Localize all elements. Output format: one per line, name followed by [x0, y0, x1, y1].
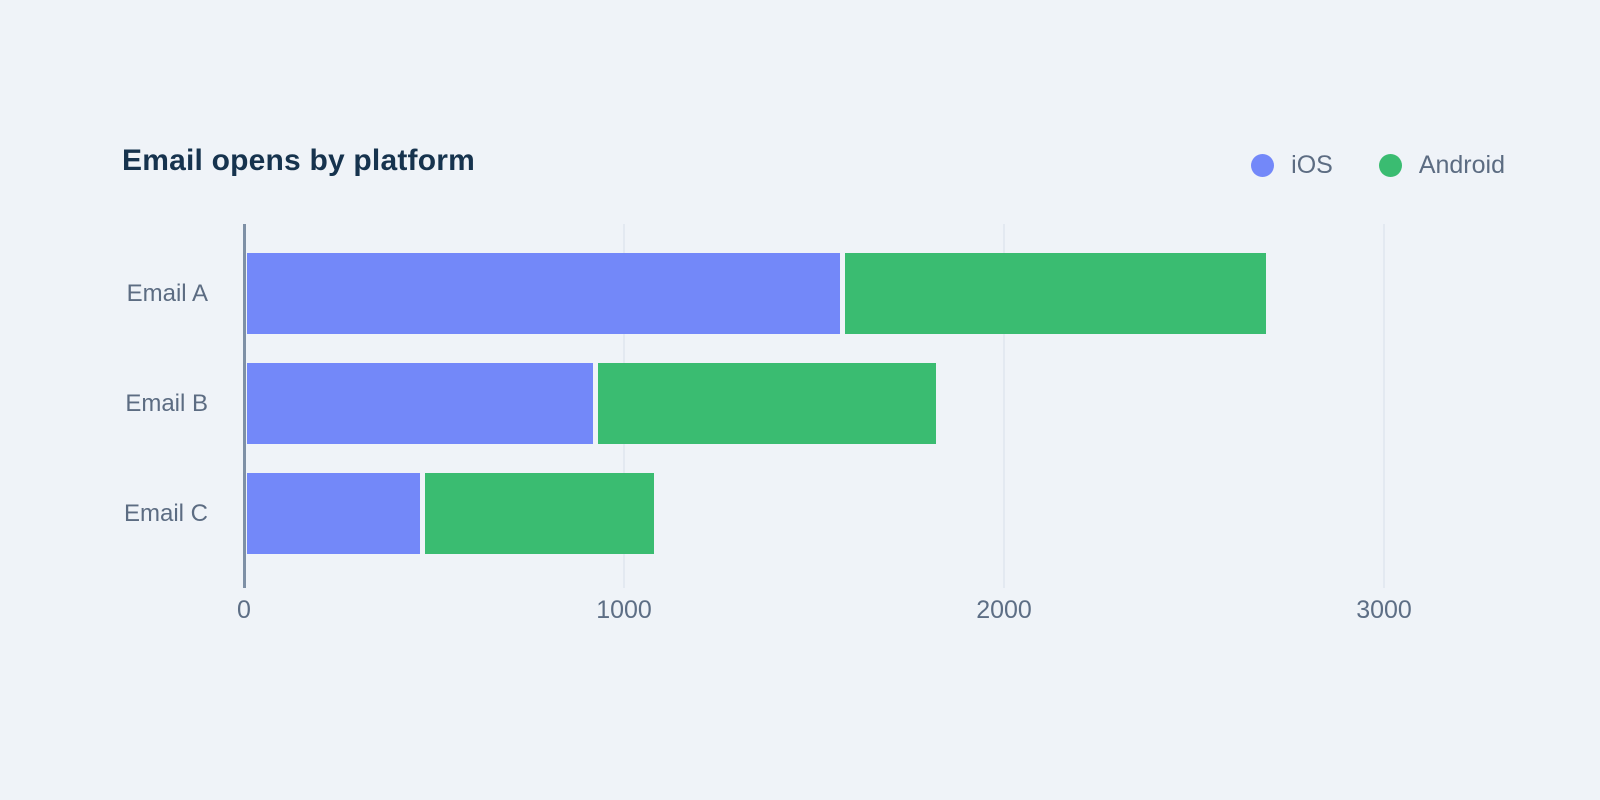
chart-title: Email opens by platform	[122, 144, 475, 177]
ios-legend-dot-icon	[1251, 154, 1275, 177]
gridline-x-2000	[1003, 224, 1005, 588]
x-tick-label-2000: 2000	[976, 596, 1032, 624]
x-tick-label-1000: 1000	[596, 596, 652, 624]
legend-item-android[interactable]: Android	[1378, 151, 1505, 180]
android-legend-dot-icon	[1378, 154, 1402, 177]
legend-label-ios: iOS	[1291, 151, 1333, 179]
bar-segment-ios-email-b[interactable]	[247, 363, 593, 444]
plot-area: 0 1000 2000 3000 Email A Email B Email C	[124, 224, 1460, 624]
category-label-email-a: Email A	[126, 279, 208, 307]
gridline-x-3000	[1383, 224, 1385, 588]
legend-label-android: Android	[1418, 151, 1505, 179]
x-tick-label-0: 0	[237, 596, 251, 624]
bar-segment-android-email-c[interactable]	[425, 473, 655, 554]
bar-segment-android-email-a[interactable]	[845, 253, 1267, 334]
category-label-email-b: Email B	[125, 389, 208, 417]
bar-segment-ios-email-c[interactable]	[247, 473, 421, 554]
y-axis-line	[243, 224, 246, 588]
bar-row-email-c	[244, 473, 1460, 554]
bar-segment-ios-email-a[interactable]	[247, 253, 840, 334]
category-label-email-c: Email C	[123, 499, 208, 527]
bar-row-email-b	[244, 363, 1460, 444]
x-tick-label-3000: 3000	[1356, 596, 1412, 624]
bar-segment-android-email-b[interactable]	[598, 363, 936, 444]
legend-item-ios[interactable]: iOS	[1251, 151, 1333, 180]
legend: iOS Android	[1251, 151, 1505, 180]
bar-row-email-a	[244, 253, 1460, 334]
